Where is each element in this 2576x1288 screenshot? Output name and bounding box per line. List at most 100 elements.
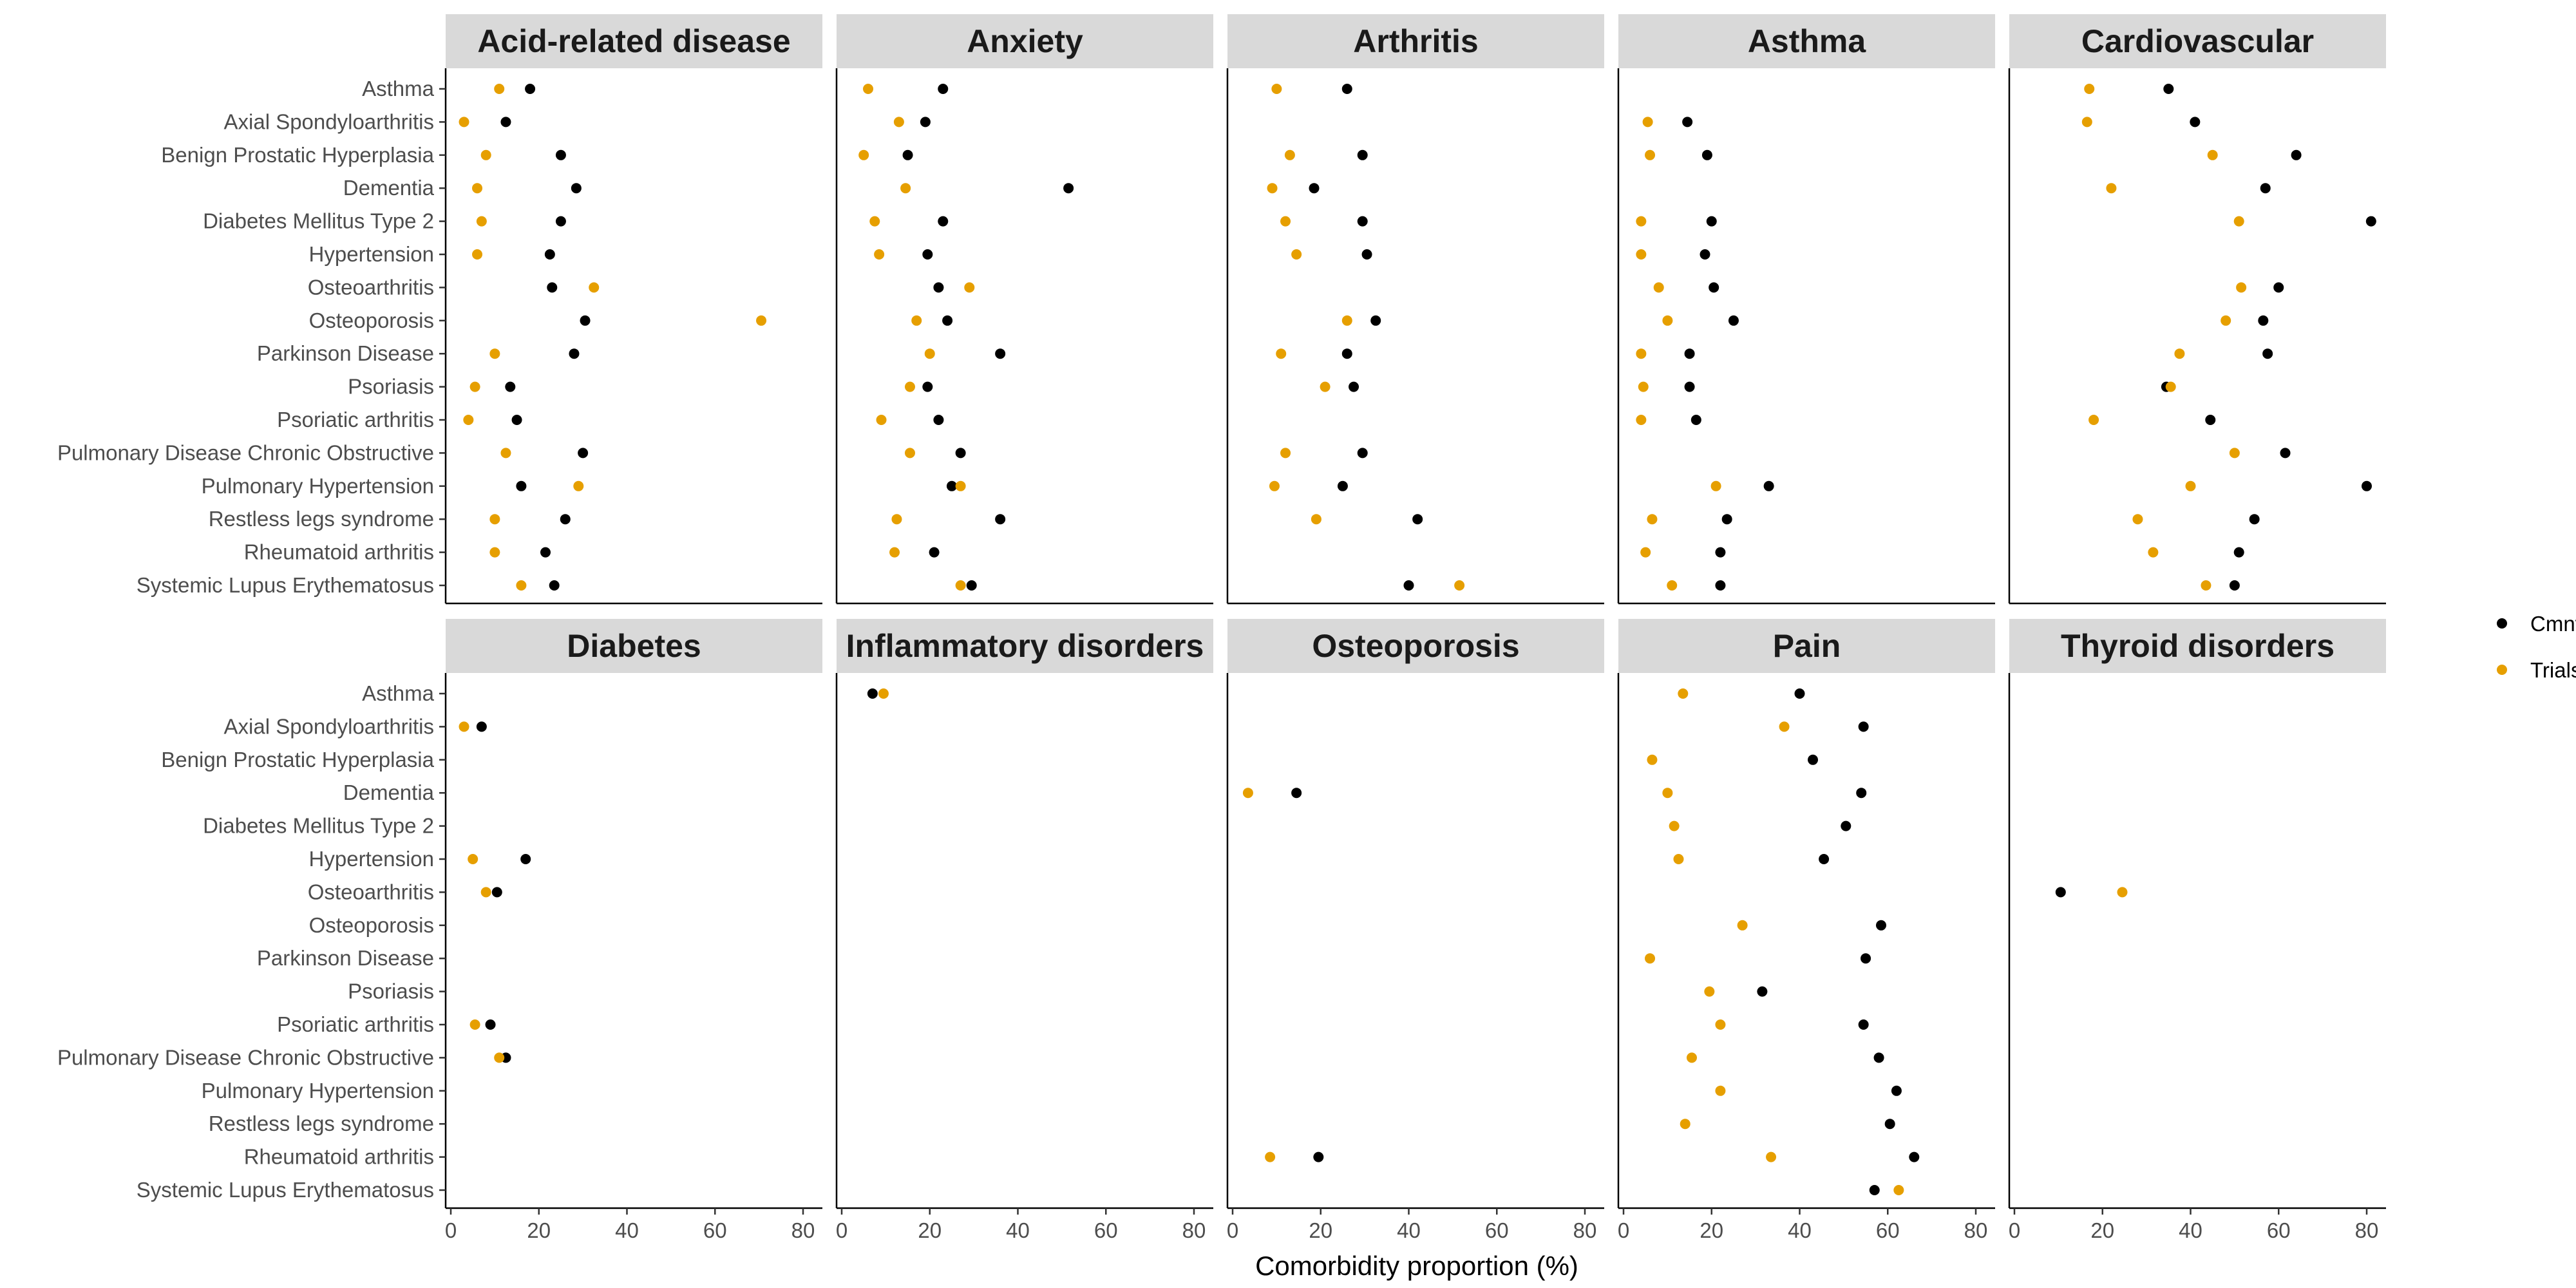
point-cmnty-asthma <box>525 84 536 94</box>
point-cmnty-systemic-lupus-erythematosus <box>1403 580 1414 591</box>
point-cmnty-parkinson-disease <box>1341 348 1352 359</box>
category-label-rheumatoid-arthritis: Rheumatoid arthritis <box>244 1145 434 1169</box>
x-tick-label: 60 <box>2267 1218 2291 1242</box>
point-cmnty-systemic-lupus-erythematosus <box>549 580 560 591</box>
point-trials-psoriasis <box>1638 381 1649 392</box>
point-trials-osteoporosis <box>756 315 767 326</box>
point-cmnty-psoriasis <box>1684 381 1695 392</box>
point-trials-psoriatic-arthritis <box>2088 415 2099 425</box>
legend-label-cmnty: Cmnty <box>2530 612 2576 636</box>
point-cmnty-hypertension <box>1819 854 1830 864</box>
point-trials-osteoarthritis <box>2117 887 2128 898</box>
x-tick-label: 0 <box>1618 1218 1629 1242</box>
point-trials-parkinson-disease <box>2174 348 2185 359</box>
legend-key-cmnty <box>2497 618 2507 629</box>
point-cmnty-asthma <box>867 688 878 699</box>
point-cmnty-psoriatic-arthritis <box>1858 1019 1869 1030</box>
point-cmnty-axial-spondyloarthritis <box>1682 117 1693 128</box>
panel-acid-related-disease: Acid-related disease <box>444 14 822 605</box>
panel-title: Pain <box>1773 628 1841 664</box>
point-trials-axial-spondyloarthritis <box>893 117 904 128</box>
point-cmnty-benign-prostatic-hyperplasia <box>555 149 566 160</box>
panel-strip <box>446 14 822 68</box>
category-label-osteoporosis: Osteoporosis <box>309 308 434 332</box>
point-cmnty-parkinson-disease <box>1861 953 1871 964</box>
point-cmnty-psoriatic-arthritis <box>933 415 944 425</box>
category-label-pulmonary-hypertension: Pulmonary Hypertension <box>202 1079 434 1103</box>
panel-strip <box>446 619 822 673</box>
point-cmnty-asthma <box>2163 84 2174 94</box>
point-trials-axial-spondyloarthritis <box>2081 117 2092 128</box>
x-tick-label: 20 <box>2090 1218 2114 1242</box>
point-trials-pulmonary-disease-chronic-obstructive <box>2229 448 2240 459</box>
point-cmnty-diabetes-mellitus-type-2 <box>1841 820 1852 831</box>
panel-title: Anxiety <box>967 23 1083 59</box>
panel-strip <box>1227 619 1604 673</box>
point-cmnty-hypertension <box>520 854 531 864</box>
point-cmnty-axial-spondyloarthritis <box>920 117 931 128</box>
panel-title: Cardiovascular <box>2081 23 2314 59</box>
panel-cardiovascular: Cardiovascular <box>2008 14 2386 605</box>
point-cmnty-dementia <box>571 183 582 194</box>
point-trials-hypertension <box>874 249 885 260</box>
point-trials-parkinson-disease <box>1636 348 1647 359</box>
point-trials-dementia <box>2106 183 2117 194</box>
panel-thyroid-disorders: Thyroid disorders <box>2008 619 2386 1209</box>
category-label-benign-prostatic-hyperplasia: Benign Prostatic Hyperplasia <box>161 143 434 167</box>
point-cmnty-diabetes-mellitus-type-2 <box>555 216 566 227</box>
panel-pain: Pain <box>1617 619 1995 1209</box>
point-cmnty-asthma <box>938 84 949 94</box>
panel-asthma: Asthma <box>1617 14 1995 605</box>
point-cmnty-systemic-lupus-erythematosus <box>2229 580 2240 591</box>
panel-inflammatory-disorders: Inflammatory disorders <box>835 619 1213 1209</box>
legend: Cmnty Trials <box>2497 612 2576 682</box>
point-trials-restless-legs-syndrome <box>2132 514 2143 525</box>
point-cmnty-pulmonary-hypertension <box>1337 480 1348 491</box>
point-cmnty-osteoporosis <box>580 315 591 326</box>
point-cmnty-psoriatic-arthritis <box>1690 415 1701 425</box>
point-trials-systemic-lupus-erythematosus <box>2201 580 2211 591</box>
category-label-diabetes-mellitus-type-2: Diabetes Mellitus Type 2 <box>203 209 434 233</box>
x-tick-label: 20 <box>527 1218 551 1242</box>
legend-key-trials <box>2497 665 2507 675</box>
panel-strip <box>837 14 1213 68</box>
point-cmnty-restless-legs-syndrome <box>560 514 571 525</box>
x-tick-label: 60 <box>1485 1218 1509 1242</box>
point-trials-osteoarthritis <box>964 282 975 293</box>
point-trials-rheumatoid-arthritis <box>489 547 500 558</box>
category-labels-layer: Asthma Axial Spondyloarthritis Benign Pros… <box>57 77 446 1202</box>
panel-title: Osteoporosis <box>1312 628 1519 664</box>
point-cmnty-asthma <box>1794 688 1805 699</box>
x-tick-label: 80 <box>2355 1218 2379 1242</box>
point-cmnty-axial-spondyloarthritis <box>500 117 511 128</box>
point-trials-pulmonary-disease-chronic-obstructive <box>1280 448 1291 459</box>
point-cmnty-restless-legs-syndrome <box>2249 514 2260 525</box>
category-label-pulmonary-hypertension: Pulmonary Hypertension <box>202 474 434 498</box>
category-label-systemic-lupus-erythematosus: Systemic Lupus Erythematosus <box>137 573 434 597</box>
point-cmnty-diabetes-mellitus-type-2 <box>1357 216 1368 227</box>
point-cmnty-osteoarthritis <box>2055 887 2066 898</box>
x-tick-label: 60 <box>1876 1218 1900 1242</box>
category-label-asthma: Asthma <box>362 681 435 705</box>
category-label-axial-spondyloarthritis: Axial Spondyloarthritis <box>224 714 435 738</box>
panel-osteoporosis: Osteoporosis <box>1226 619 1604 1209</box>
point-trials-diabetes-mellitus-type-2 <box>476 216 487 227</box>
point-cmnty-pulmonary-disease-chronic-obstructive <box>1357 448 1368 459</box>
point-trials-restless-legs-syndrome <box>1311 514 1321 525</box>
x-tick-label: 80 <box>1182 1218 1206 1242</box>
point-trials-benign-prostatic-hyperplasia <box>2207 149 2218 160</box>
x-tick-label: 40 <box>1397 1218 1421 1242</box>
point-trials-osteoarthritis <box>589 282 600 293</box>
point-trials-osteoporosis <box>1737 920 1748 931</box>
point-cmnty-osteoporosis <box>1370 315 1381 326</box>
legend-label-trials: Trials <box>2530 658 2576 682</box>
category-label-restless-legs-syndrome: Restless legs syndrome <box>209 1112 434 1135</box>
point-cmnty-axial-spondyloarthritis <box>2190 117 2201 128</box>
point-trials-rheumatoid-arthritis <box>889 547 900 558</box>
panel-strip <box>2009 14 2386 68</box>
point-trials-psoriasis <box>469 381 480 392</box>
point-cmnty-parkinson-disease <box>1684 348 1695 359</box>
panel-arthritis: Arthritis <box>1226 14 1604 605</box>
x-tick-label: 80 <box>1573 1218 1597 1242</box>
point-cmnty-benign-prostatic-hyperplasia <box>902 149 913 160</box>
